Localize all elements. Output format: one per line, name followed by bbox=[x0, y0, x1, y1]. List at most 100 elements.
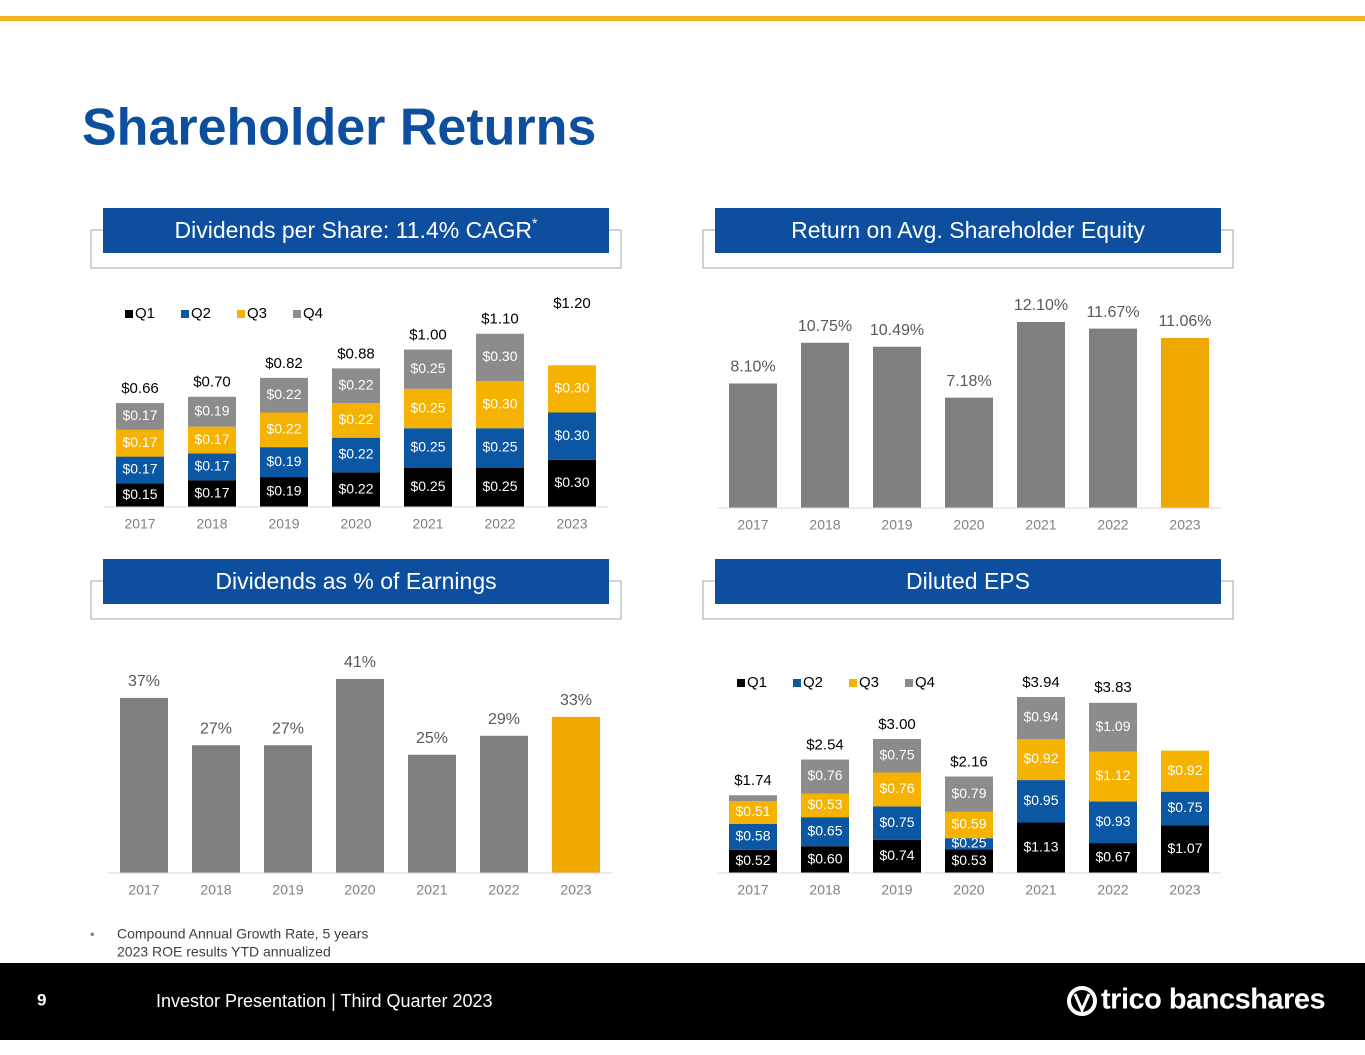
x-tick-label: 2022 bbox=[484, 516, 515, 532]
bar-segment bbox=[1161, 791, 1209, 826]
data-label: $0.30 bbox=[554, 427, 589, 443]
legend-swatch bbox=[737, 679, 745, 687]
data-label: 41% bbox=[344, 654, 376, 671]
data-label: $0.92 bbox=[1023, 750, 1058, 766]
total-label: $1.20 bbox=[553, 295, 591, 312]
x-tick-label: 2023 bbox=[556, 516, 587, 532]
bar-segment bbox=[801, 846, 849, 873]
total-label: $1.10 bbox=[481, 311, 519, 328]
total-label: $3.94 bbox=[1022, 674, 1060, 691]
data-label: $0.22 bbox=[338, 376, 373, 392]
data-label: $0.17 bbox=[194, 458, 229, 474]
data-label: 11.06% bbox=[1158, 313, 1211, 330]
bar bbox=[480, 735, 528, 873]
legend-label: Q2 bbox=[803, 674, 823, 691]
bar-segment bbox=[1089, 702, 1137, 752]
bar bbox=[1161, 337, 1209, 508]
footnote: 2023 ROE results YTD annualized bbox=[117, 944, 331, 960]
footnote: Compound Annual Growth Rate, 5 years bbox=[117, 926, 368, 942]
data-label: $1.12 bbox=[1095, 767, 1130, 783]
x-tick-label: 2021 bbox=[1025, 517, 1056, 533]
data-label: 25% bbox=[416, 730, 448, 747]
bar-segment bbox=[1017, 822, 1065, 873]
bar-segment bbox=[945, 811, 993, 839]
data-label: $0.75 bbox=[879, 746, 914, 762]
bar bbox=[336, 679, 384, 873]
data-label: $0.53 bbox=[807, 796, 842, 812]
bar bbox=[408, 754, 456, 873]
bar-segment bbox=[116, 483, 164, 507]
bar-segment bbox=[801, 759, 849, 794]
legend-label: Q4 bbox=[915, 674, 935, 691]
bar-segment bbox=[332, 472, 380, 507]
data-label: 33% bbox=[560, 692, 592, 709]
legend-swatch bbox=[293, 310, 301, 318]
total-label: $3.83 bbox=[1094, 679, 1132, 696]
x-tick-label: 2019 bbox=[268, 516, 299, 532]
total-label: $0.66 bbox=[121, 380, 159, 397]
bar-segment bbox=[332, 403, 380, 438]
bar-segment bbox=[476, 381, 524, 429]
data-label: $1.13 bbox=[1023, 838, 1058, 854]
header-box bbox=[715, 208, 1221, 253]
x-tick-label: 2019 bbox=[881, 882, 912, 898]
bar bbox=[1089, 328, 1137, 508]
bar-segment bbox=[260, 377, 308, 413]
x-tick-label: 2020 bbox=[344, 882, 375, 898]
data-label: $0.25 bbox=[410, 439, 445, 455]
data-label: $0.93 bbox=[1095, 813, 1130, 829]
section-title: Return on Avg. Shareholder Equity bbox=[791, 217, 1145, 243]
data-label: 12.10% bbox=[1014, 297, 1068, 314]
data-label: $0.79 bbox=[951, 785, 986, 801]
data-label: $0.17 bbox=[194, 431, 229, 447]
bar-segment bbox=[404, 349, 452, 389]
bar-segment bbox=[188, 426, 236, 454]
x-tick-label: 2023 bbox=[1169, 882, 1200, 898]
bar-segment bbox=[729, 795, 777, 802]
data-label: $0.60 bbox=[807, 850, 842, 866]
bar-segment bbox=[873, 839, 921, 873]
bar-segment bbox=[116, 456, 164, 484]
legend-label: Q2 bbox=[191, 305, 211, 322]
data-label: $0.19 bbox=[266, 483, 301, 499]
data-label: $0.22 bbox=[266, 386, 301, 402]
footer-text: Investor Presentation | Third Quarter 20… bbox=[156, 991, 493, 1011]
data-label: $0.59 bbox=[951, 816, 986, 832]
section-title-mark: * bbox=[532, 215, 538, 231]
bar bbox=[552, 716, 600, 873]
x-tick-label: 2023 bbox=[1169, 517, 1200, 533]
bar-segment bbox=[188, 396, 236, 427]
data-label: 11.67% bbox=[1086, 304, 1139, 321]
bar-segment bbox=[188, 480, 236, 507]
bar-segment bbox=[801, 817, 849, 847]
page-title: Shareholder Returns bbox=[82, 99, 596, 157]
bar-segment bbox=[801, 793, 849, 818]
data-label: $0.30 bbox=[554, 380, 589, 396]
data-label: $0.74 bbox=[879, 847, 914, 863]
data-label: $0.52 bbox=[735, 852, 770, 868]
data-label: $0.25 bbox=[951, 834, 986, 850]
data-label: $0.25 bbox=[410, 478, 445, 494]
legend-label: Q3 bbox=[859, 674, 879, 691]
data-label: $0.22 bbox=[338, 411, 373, 427]
data-label: $0.75 bbox=[1167, 799, 1202, 815]
data-label: $0.30 bbox=[554, 474, 589, 490]
legend-swatch bbox=[849, 679, 857, 687]
x-tick-label: 2019 bbox=[881, 517, 912, 533]
bar-segment bbox=[332, 368, 380, 404]
bar bbox=[1017, 322, 1065, 508]
bar bbox=[801, 342, 849, 508]
logo-icon bbox=[1073, 993, 1091, 1014]
legend-label: Q4 bbox=[303, 305, 323, 322]
data-label: 29% bbox=[488, 711, 520, 728]
bar-segment bbox=[1089, 751, 1137, 802]
data-label: $1.09 bbox=[1095, 718, 1130, 734]
bullet: • bbox=[90, 926, 95, 941]
data-label: $0.51 bbox=[735, 803, 770, 819]
header-box bbox=[103, 208, 609, 253]
bar-segment bbox=[476, 467, 524, 507]
bar-segment bbox=[548, 459, 596, 507]
bar-segment bbox=[945, 838, 993, 850]
